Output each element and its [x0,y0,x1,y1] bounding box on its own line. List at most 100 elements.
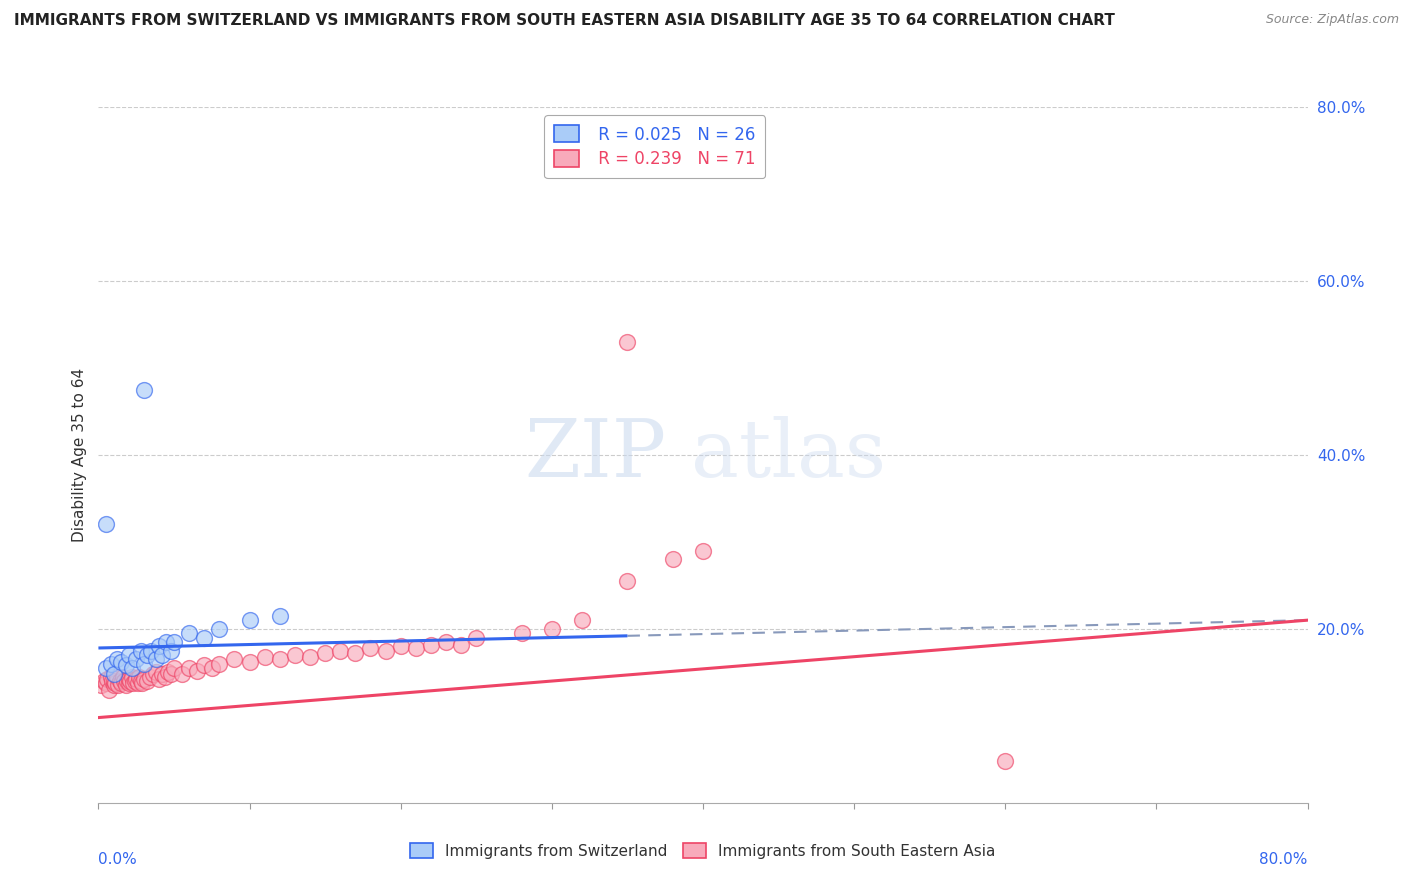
Point [131,675,153,690]
Point [103,674,125,689]
Point [110,655,132,669]
Point [344,646,367,660]
Point [405,640,427,655]
Text: 80.0%: 80.0% [1260,852,1308,866]
Point [571,613,593,627]
Point [118,648,141,662]
Point [145,652,167,666]
Text: 0.0%: 0.0% [98,852,138,866]
Point [114,658,136,673]
Point [374,643,396,657]
Point [94,661,117,675]
Point [150,667,173,681]
Point [299,649,322,664]
Point [170,667,193,681]
Text: Source: ZipAtlas.com: Source: ZipAtlas.com [1265,13,1399,27]
Point [145,665,167,680]
Point [155,635,177,649]
Point [284,648,307,662]
Point [692,543,714,558]
Point [994,754,1017,768]
Point [420,638,443,652]
Point [132,673,155,687]
Point [616,334,638,349]
Point [540,622,562,636]
Point [314,646,336,660]
Point [156,665,179,680]
Point [160,643,183,657]
Point [128,670,150,684]
Point [96,673,118,687]
Point [120,674,142,689]
Point [465,631,488,645]
Point [179,661,201,675]
Point [193,631,215,645]
Point [115,674,138,689]
Point [179,626,201,640]
Point [201,661,224,675]
Point [208,622,231,636]
Point [111,670,134,684]
Point [110,675,132,690]
Point [125,673,148,687]
Text: IMMIGRANTS FROM SWITZERLAND VS IMMIGRANTS FROM SOUTH EASTERN ASIA DISABILITY AGE: IMMIGRANTS FROM SWITZERLAND VS IMMIGRANT… [14,13,1115,29]
Point [160,667,183,681]
Point [153,670,176,684]
Point [224,652,246,666]
Point [132,383,155,397]
Point [98,682,121,697]
Text: atlas: atlas [690,416,886,494]
Point [510,626,533,640]
Point [239,655,262,669]
Point [114,678,136,692]
Point [90,678,112,692]
Point [239,613,262,627]
Point [135,648,157,662]
Point [105,652,128,666]
Point [193,658,215,673]
Point [434,635,457,649]
Point [103,667,125,681]
Point [105,670,128,684]
Point [139,670,162,684]
Point [93,674,115,689]
Point [100,670,122,684]
Point [118,673,141,687]
Y-axis label: Disability Age 35 to 64: Disability Age 35 to 64 [72,368,87,542]
Text: ZIP: ZIP [524,416,666,494]
Legend: Immigrants from Switzerland, Immigrants from South Eastern Asia: Immigrants from Switzerland, Immigrants … [405,837,1001,864]
Point [100,657,122,671]
Point [662,552,685,566]
Point [269,608,291,623]
Point [148,673,170,687]
Point [127,675,149,690]
Point [129,643,152,657]
Point [104,675,127,690]
Point [94,517,117,532]
Point [129,674,152,689]
Point [118,675,141,690]
Point [269,652,291,666]
Point [121,661,143,675]
Point [141,643,163,657]
Point [125,652,148,666]
Point [121,670,143,684]
Point [135,674,157,689]
Point [163,661,186,675]
Point [94,675,117,690]
Point [142,667,165,681]
Point [253,649,276,664]
Point [616,574,638,588]
Point [101,674,124,689]
Point [360,640,382,655]
Point [450,638,472,652]
Point [389,639,412,653]
Point [107,678,129,692]
Point [103,678,125,692]
Point [148,639,170,653]
Point [150,648,173,662]
Point [329,643,352,657]
Point [122,675,145,690]
Point [124,674,146,689]
Point [112,674,135,689]
